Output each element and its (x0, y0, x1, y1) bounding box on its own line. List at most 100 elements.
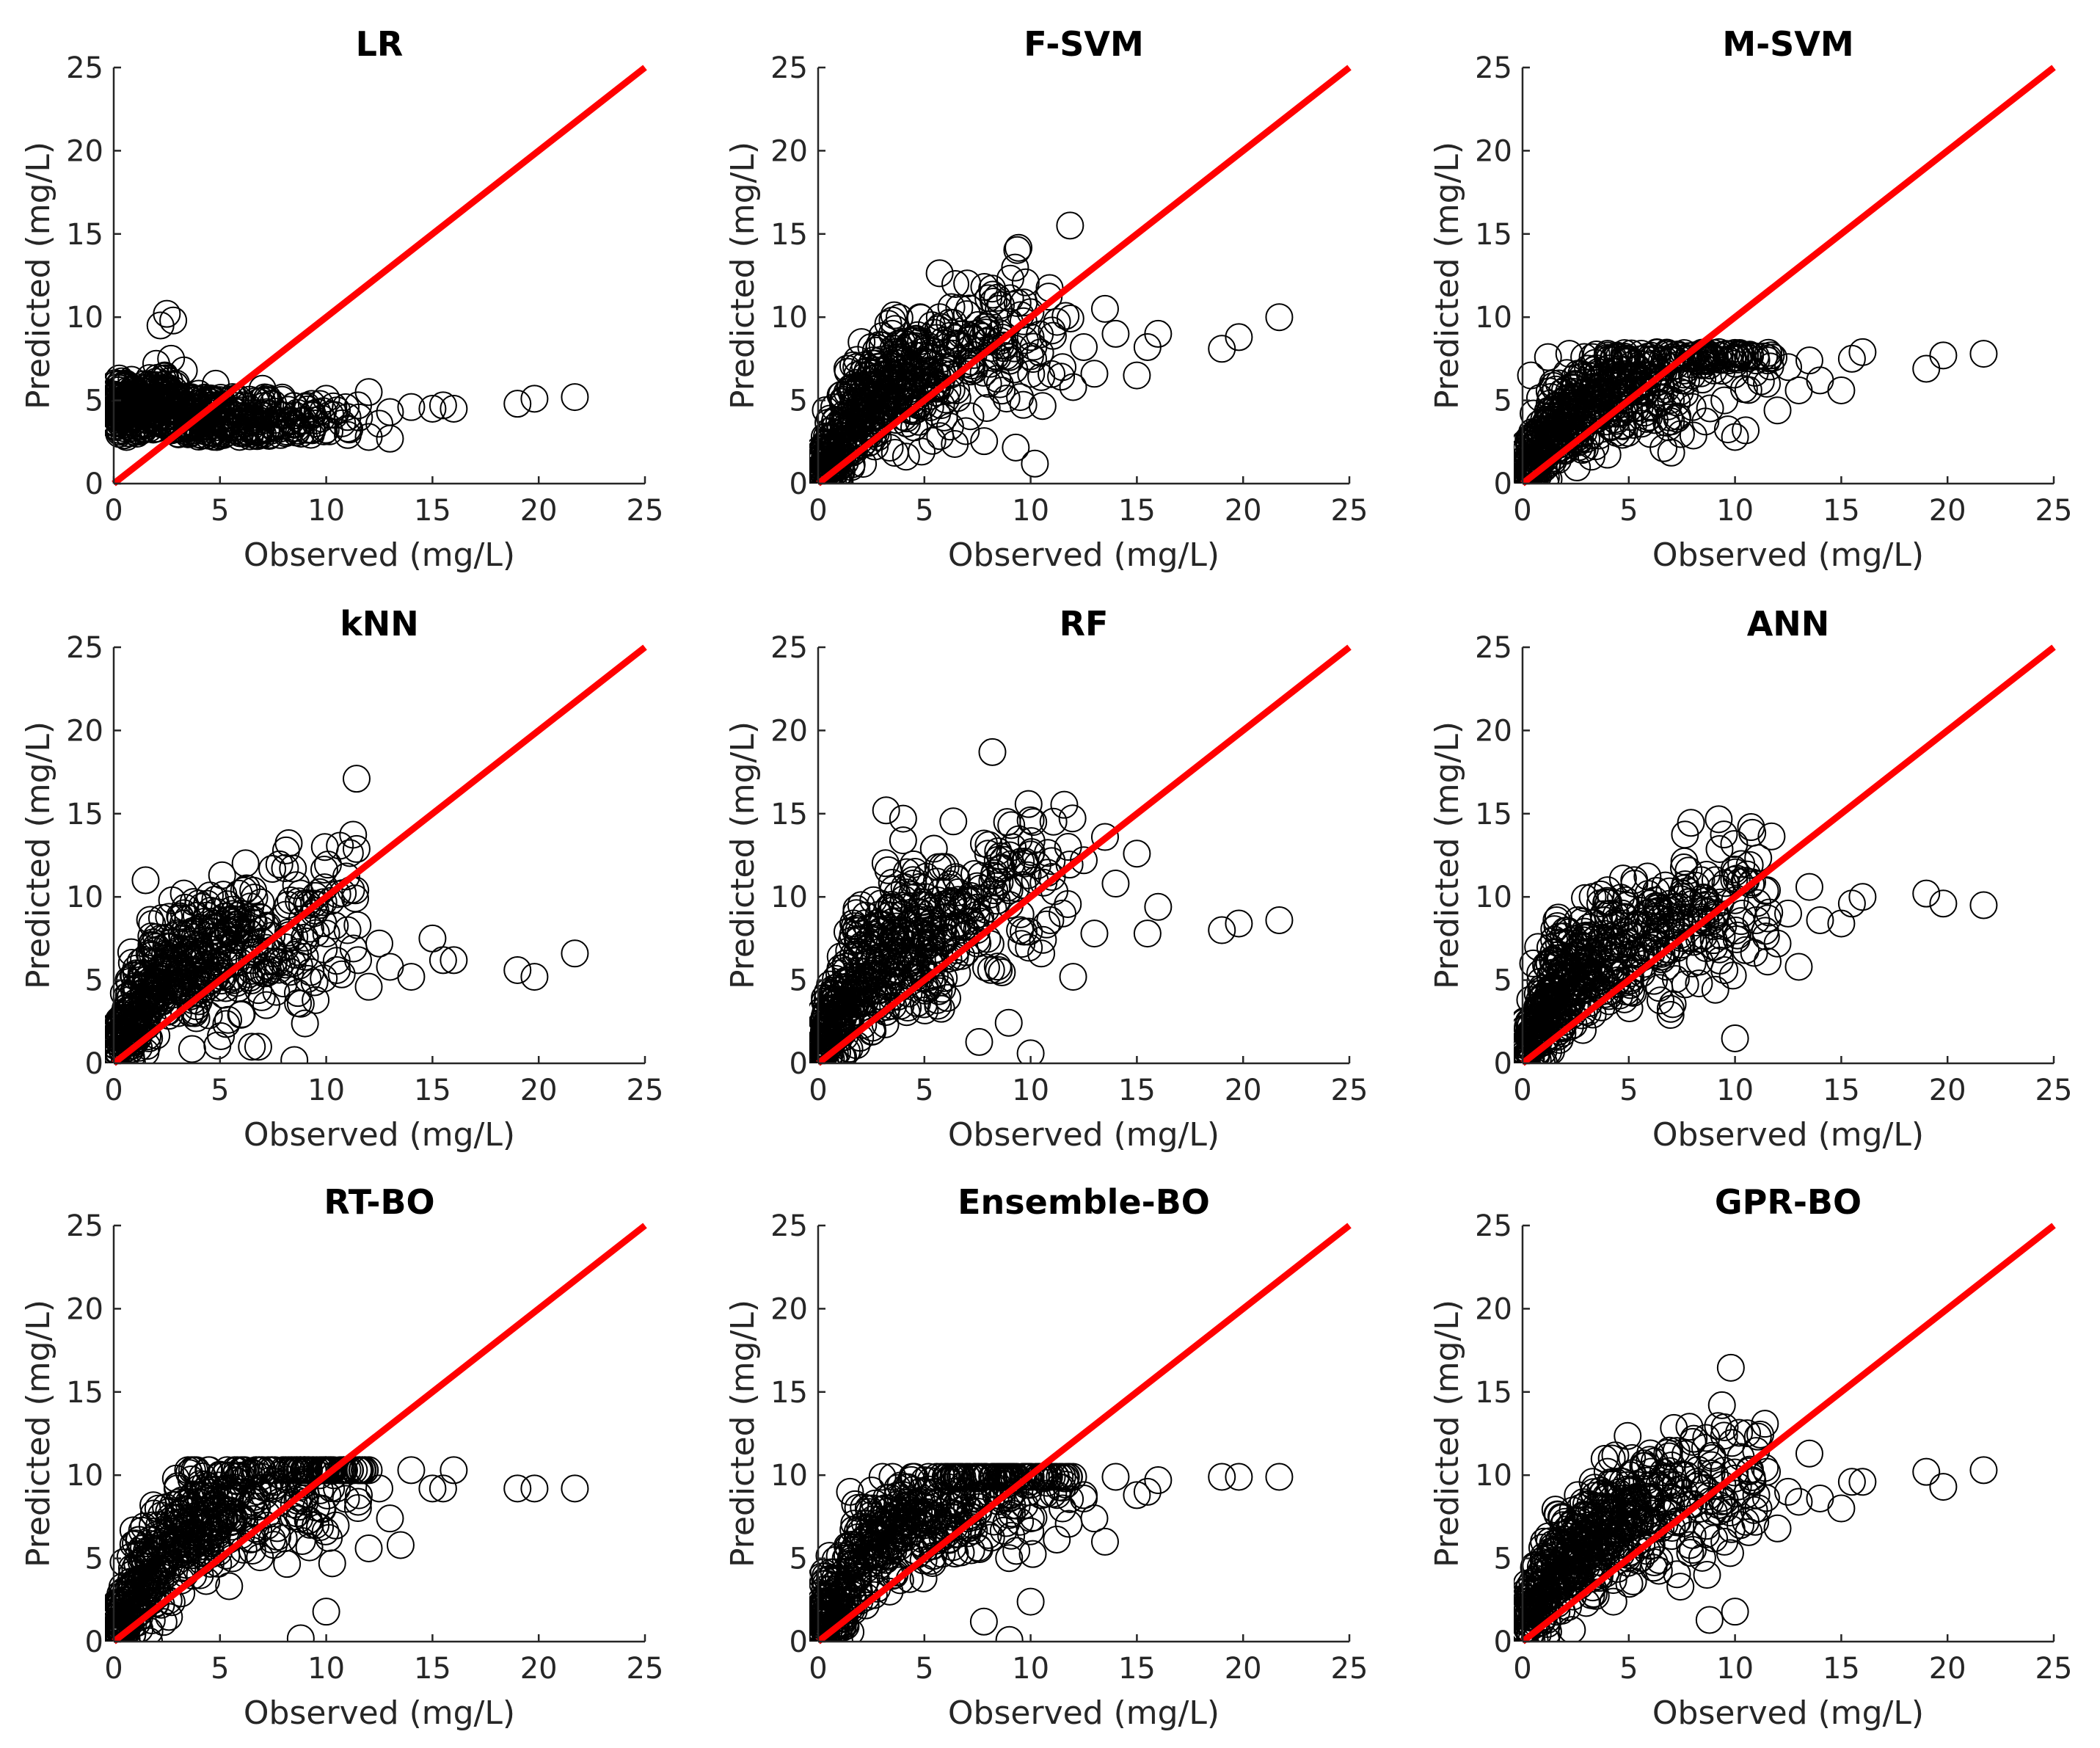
data-point (985, 294, 1013, 323)
y-tick-label: 20 (66, 134, 103, 168)
data-point (106, 1006, 134, 1035)
y-tick-label: 10 (770, 301, 808, 335)
data-point (923, 986, 952, 1014)
data-point (879, 936, 908, 965)
data-point (1070, 1481, 1098, 1510)
y-tick-label: 0 (790, 1625, 808, 1659)
data-point (1038, 316, 1066, 345)
data-point (291, 1456, 319, 1485)
data-point (291, 1009, 319, 1038)
data-point (238, 1536, 266, 1565)
data-point (1685, 969, 1713, 998)
data-point (345, 403, 373, 431)
data-point (941, 324, 970, 352)
x-axis-label: Observed (mg/L) (244, 1694, 515, 1732)
data-point (354, 1456, 383, 1485)
data-point (224, 901, 252, 930)
data-point (1006, 916, 1035, 944)
data-point (120, 418, 149, 446)
data-point (440, 394, 468, 423)
data-point (243, 1493, 271, 1521)
data-point (1049, 899, 1077, 928)
data-point (1599, 1587, 1627, 1616)
data-point (1516, 1047, 1545, 1063)
x-tick-label: 10 (307, 494, 345, 528)
data-point (238, 416, 266, 445)
data-point (1710, 955, 1739, 984)
data-point (1656, 1001, 1685, 1030)
y-tick-label: 25 (66, 1209, 103, 1243)
data-point (318, 1549, 346, 1578)
x-tick-label: 10 (307, 1652, 345, 1686)
data-point (310, 964, 338, 993)
data-point (1016, 1039, 1045, 1063)
data-point (963, 929, 992, 958)
data-point (342, 834, 371, 863)
y-axis-label: Predicted (mg/L) (724, 1300, 762, 1567)
data-point (176, 936, 205, 964)
data-point (312, 385, 340, 413)
data-point (184, 889, 213, 918)
data-point (122, 959, 150, 988)
data-point (892, 443, 920, 471)
data-point (333, 403, 362, 431)
data-point (291, 942, 319, 971)
x-axis-label: Observed (mg/L) (948, 1116, 1219, 1154)
data-point (1090, 1527, 1119, 1556)
data-point (1101, 319, 1130, 348)
data-point (894, 922, 922, 950)
data-point (105, 1010, 130, 1039)
data-point (1519, 949, 1547, 977)
y-tick-label: 5 (85, 1543, 103, 1576)
data-point (839, 1536, 867, 1565)
data-point (271, 836, 300, 864)
data-point (975, 310, 1004, 338)
data-point (983, 283, 1012, 312)
data-point (296, 914, 324, 943)
data-point (1043, 1526, 1071, 1554)
data-point (1929, 341, 1958, 370)
data-point (1517, 361, 1545, 390)
data-point (1593, 340, 1622, 368)
data-point (1701, 975, 1729, 1004)
data-point (204, 1549, 233, 1578)
data-point (146, 1531, 175, 1559)
data-point (376, 953, 404, 981)
data-point (884, 930, 913, 958)
scatter-cloud (809, 211, 1084, 484)
data-point (429, 946, 457, 975)
data-point (1619, 363, 1647, 391)
data-point (237, 966, 266, 995)
data-point (910, 335, 938, 363)
data-point (142, 933, 170, 961)
data-point (151, 923, 180, 952)
data-point (1018, 1540, 1047, 1568)
data-point (312, 1456, 340, 1485)
data-point (995, 343, 1024, 371)
x-axis-label: Observed (mg/L) (1652, 1116, 1924, 1154)
data-point (1070, 846, 1098, 875)
data-point (1564, 972, 1593, 1001)
data-layer (105, 1456, 589, 1642)
y-tick-label: 5 (85, 964, 103, 998)
data-point (1661, 965, 1690, 994)
data-point (827, 980, 856, 1009)
panel-title: F-SVM (1024, 24, 1144, 64)
data-point (271, 854, 299, 883)
data-point (970, 1463, 999, 1491)
data-point (1827, 909, 1856, 938)
data-point (279, 854, 307, 883)
data-point (939, 887, 968, 916)
data-point (397, 1456, 426, 1485)
data-point (1969, 891, 1998, 919)
data-point (1774, 899, 1802, 928)
data-point (1568, 907, 1597, 936)
y-tick-label: 0 (85, 1625, 103, 1659)
data-point (520, 1474, 549, 1503)
y-tick-label: 20 (66, 1292, 103, 1326)
x-tick-label: 0 (1513, 494, 1531, 528)
data-point (238, 946, 266, 975)
data-point (1763, 396, 1792, 425)
data-point (995, 1544, 1024, 1573)
data-point (214, 1005, 242, 1034)
